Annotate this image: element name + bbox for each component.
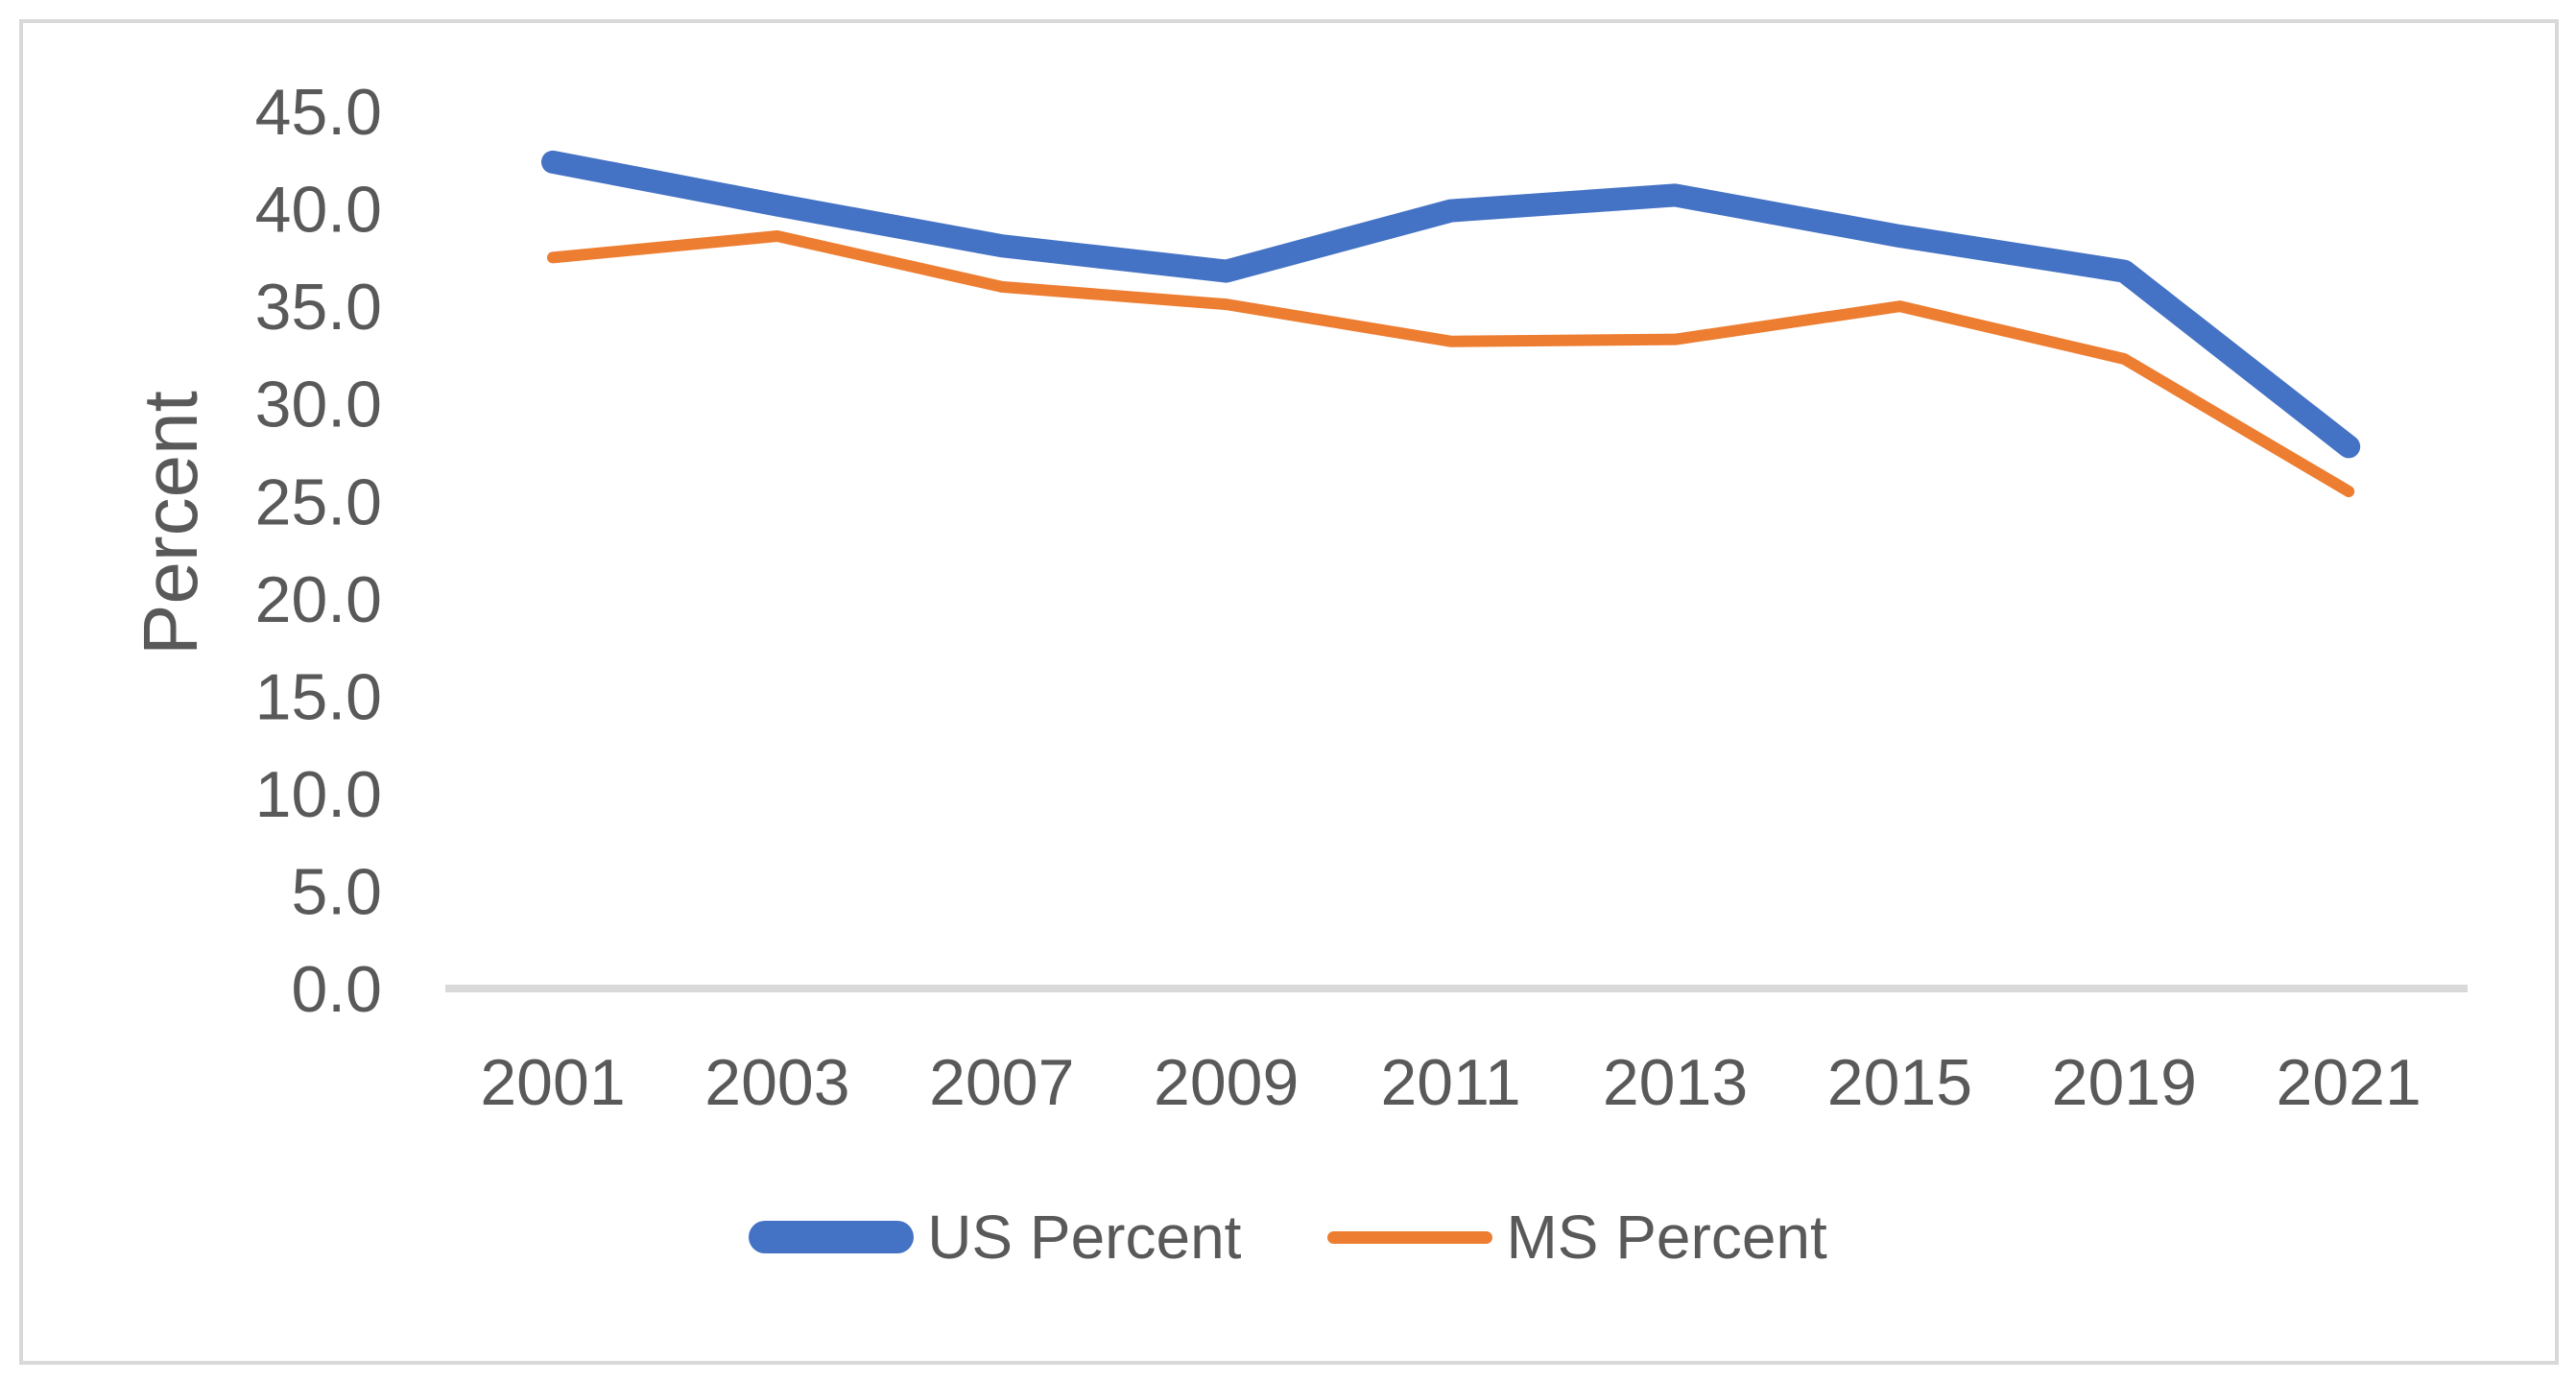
- legend-label-us-percent: US Percent: [927, 1203, 1242, 1272]
- x-tick-label: 2015: [1827, 1046, 1972, 1119]
- series-line-us-percent: [541, 150, 2361, 459]
- y-tick-label: 20.0: [255, 563, 382, 636]
- y-tick-label: 30.0: [255, 369, 382, 441]
- data-series-lines: [541, 150, 2361, 498]
- y-tick-label: 15.0: [255, 660, 382, 733]
- legend-item-us-percent: US Percent: [749, 1202, 1241, 1273]
- ms-percent-line-swatch: [1327, 1230, 1493, 1244]
- legend-item-ms-percent: MS Percent: [1327, 1202, 1827, 1273]
- x-tick-label: 2003: [704, 1046, 849, 1119]
- legend: US Percent MS Percent: [0, 1202, 2576, 1273]
- x-tick-label: 2007: [929, 1046, 1074, 1119]
- x-tick-label: 2013: [1603, 1046, 1748, 1119]
- y-axis-title-text: Percent: [128, 391, 213, 655]
- x-tick-label: 2009: [1154, 1046, 1299, 1119]
- x-axis-tick-labels: 2001 2003 2007 2009 2011 2013 2015 2019 2021: [480, 1046, 2421, 1119]
- y-tick-label: 45.0: [255, 76, 382, 149]
- us-percent-line-swatch: [749, 1221, 915, 1253]
- series-line-ms-percent: [547, 230, 2355, 498]
- x-tick-label: 2001: [480, 1046, 625, 1119]
- y-axis-title: Percent: [128, 391, 213, 655]
- y-tick-label: 0.0: [291, 953, 382, 1026]
- x-tick-label: 2021: [2277, 1046, 2421, 1119]
- x-tick-label: 2011: [1380, 1046, 1520, 1119]
- y-tick-label: 35.0: [255, 271, 382, 344]
- y-tick-label: 25.0: [255, 465, 382, 538]
- y-tick-label: 40.0: [255, 174, 382, 247]
- x-tick-label: 2019: [2052, 1046, 2197, 1119]
- y-tick-label: 10.0: [255, 758, 382, 831]
- y-axis-tick-labels: 0.0 5.0 10.0 15.0 20.0 25.0 30.0 35.0 40.0 45.0: [255, 76, 382, 1026]
- legend-label-ms-percent: MS Percent: [1506, 1203, 1827, 1272]
- y-tick-label: 5.0: [291, 855, 382, 928]
